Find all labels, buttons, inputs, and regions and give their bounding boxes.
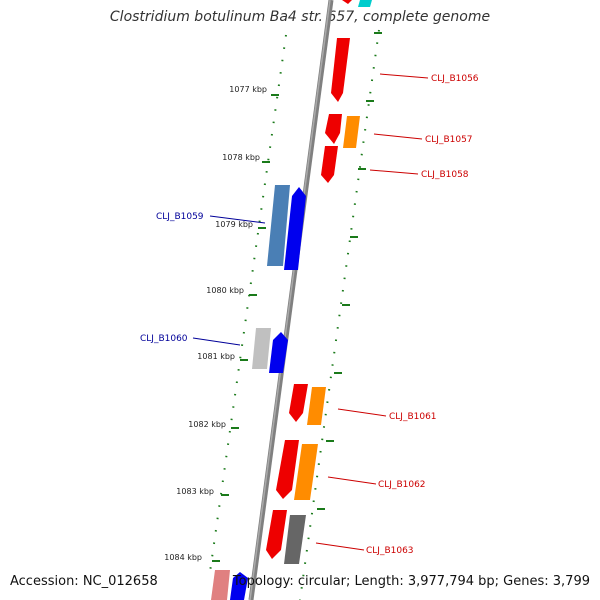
leader-CLJ_B1057 bbox=[373, 133, 423, 140]
leader-CLJ_B1060 bbox=[192, 337, 241, 346]
gene-labels: CLJ_B1056 CLJ_B1057 CLJ_B1058 CLJ_B1059 … bbox=[140, 74, 479, 556]
topology-text: Topology: circular; Length: 3,977,794 bp… bbox=[232, 574, 590, 589]
gene-arrow-red bbox=[276, 440, 299, 499]
tick-label: 1084 kbp bbox=[164, 553, 202, 562]
gene-arrow-red bbox=[325, 114, 342, 144]
leader-CLJ_B1063 bbox=[315, 542, 365, 551]
gene-arrow-CLJ_B1061 bbox=[307, 387, 326, 425]
leader-CLJ_B1056 bbox=[379, 73, 429, 79]
gene-arrow-partial bbox=[342, 0, 352, 4]
tick-label: 1077 kbp bbox=[229, 85, 267, 94]
gene-arrow-blue-partial bbox=[230, 572, 248, 600]
gene-arrow-CLJ_B1060 bbox=[252, 328, 271, 369]
gene-label-CLJ_B1058: CLJ_B1058 bbox=[421, 170, 469, 180]
gene-label-CLJ_B1056: CLJ_B1056 bbox=[431, 74, 479, 84]
tick-labels: 1077 kbp 1078 kbp 1079 kbp 1080 kbp 1081… bbox=[164, 85, 267, 562]
gene-arrow-CLJ_B1063 bbox=[284, 515, 306, 564]
leader-CLJ_B1058 bbox=[369, 169, 419, 175]
gene-arrow-CLJ_B1056 bbox=[331, 38, 350, 102]
gene-arrow-CLJ_B1058 bbox=[321, 146, 338, 183]
gene-label-CLJ_B1062: CLJ_B1062 bbox=[378, 480, 426, 490]
gene-arrow-blue bbox=[284, 187, 306, 270]
gene-arrow-CLJ_B1062 bbox=[294, 444, 318, 500]
gene-label-CLJ_B1061: CLJ_B1061 bbox=[389, 412, 437, 422]
gene-arrow-cyan-partial bbox=[358, 0, 372, 7]
outer-guide-line bbox=[299, 29, 380, 600]
gene-arrow-CLJ_B1057 bbox=[343, 116, 360, 148]
gene-arrow-red bbox=[266, 510, 287, 559]
tick-marks bbox=[212, 32, 382, 562]
tick-label: 1083 kbp bbox=[176, 487, 214, 496]
gene-arrow-pink-partial bbox=[211, 570, 230, 600]
leader-CLJ_B1059 bbox=[209, 215, 266, 224]
gene-label-CLJ_B1057: CLJ_B1057 bbox=[425, 135, 473, 145]
leader-CLJ_B1062 bbox=[327, 476, 377, 485]
tick-label: 1079 kbp bbox=[215, 220, 253, 229]
accession-text: Accession: NC_012658 bbox=[10, 574, 158, 589]
gene-arrow-red bbox=[289, 384, 308, 422]
backbone-line bbox=[248, 0, 334, 600]
tick-label: 1082 kbp bbox=[188, 420, 226, 429]
tick-label: 1081 kbp bbox=[197, 352, 235, 361]
backbone-highlight bbox=[249, 0, 331, 600]
gene-arrow-blue bbox=[269, 332, 288, 373]
leader-CLJ_B1061 bbox=[337, 408, 387, 417]
gene-label-CLJ_B1059: CLJ_B1059 bbox=[156, 212, 204, 222]
gene-label-CLJ_B1060: CLJ_B1060 bbox=[140, 334, 188, 344]
gene-label-CLJ_B1063: CLJ_B1063 bbox=[366, 546, 414, 556]
gene-arrow-CLJ_B1059 bbox=[267, 185, 290, 266]
genes bbox=[211, 0, 372, 600]
label-leaders bbox=[192, 73, 429, 551]
tick-label: 1080 kbp bbox=[206, 286, 244, 295]
inner-guide-line bbox=[209, 34, 287, 573]
genome-title: Clostridium botulinum Ba4 str. 657, comp… bbox=[109, 9, 491, 25]
tick-label: 1078 kbp bbox=[222, 153, 260, 162]
